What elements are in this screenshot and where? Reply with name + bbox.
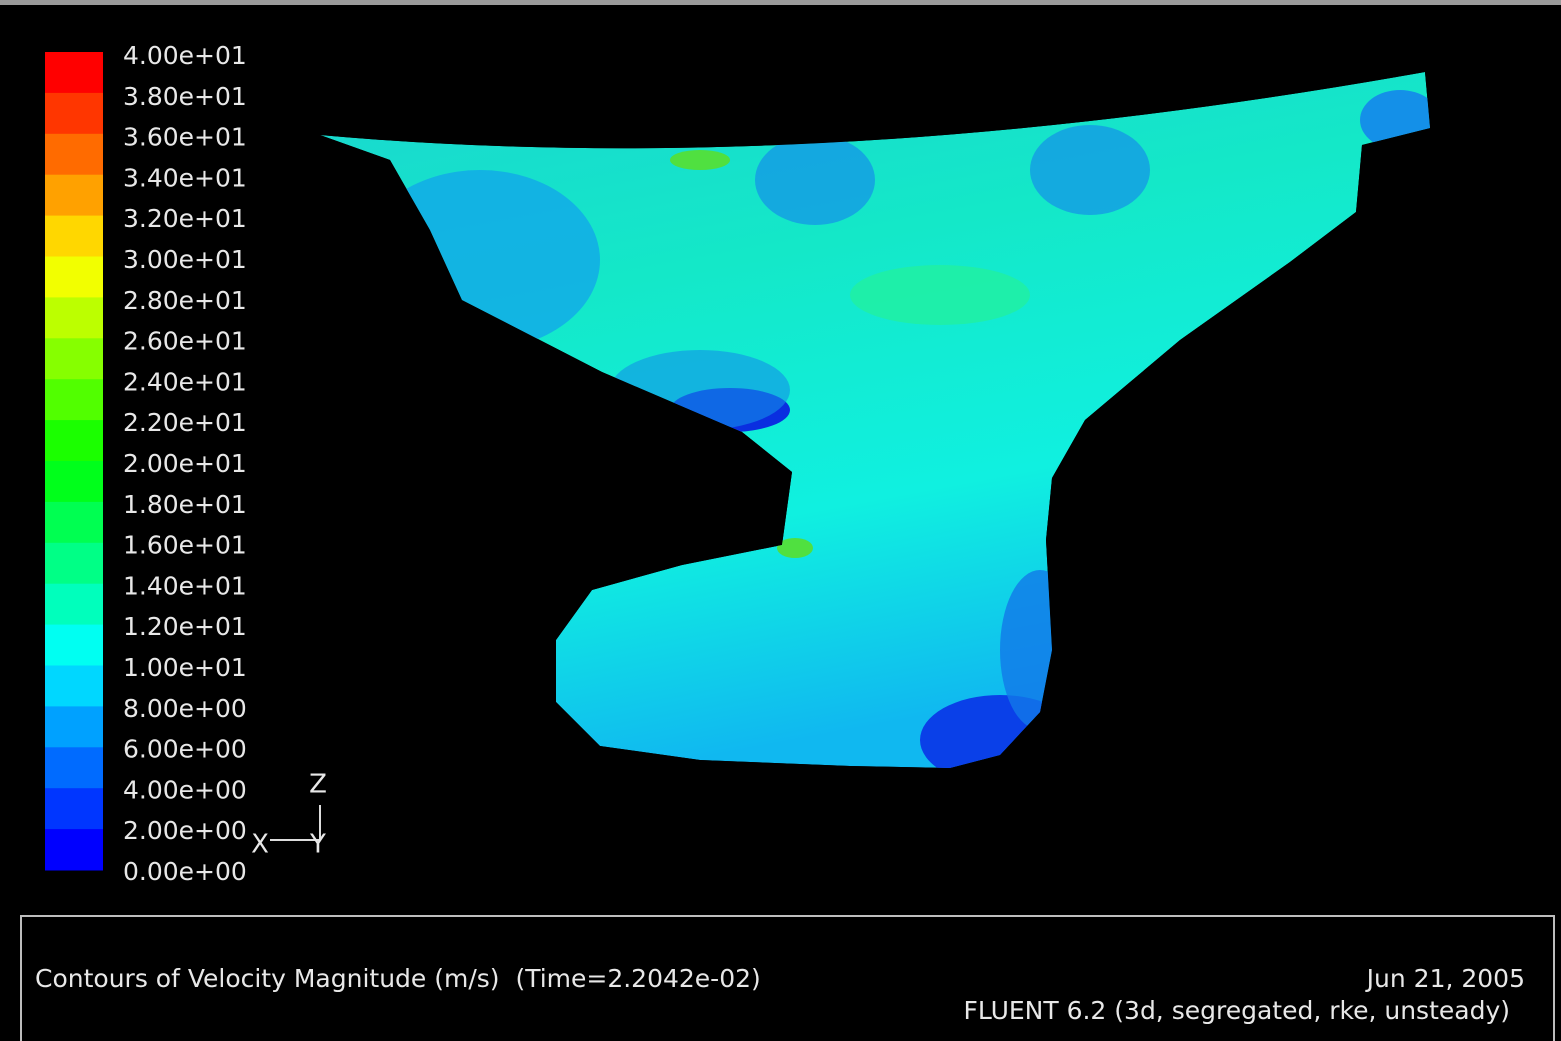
colorbar-label: 1.00e+01 bbox=[123, 653, 247, 682]
colorbar-label: 1.20e+01 bbox=[123, 612, 247, 641]
plot-title: Contours of Velocity Magnitude (m/s) (Ti… bbox=[35, 964, 761, 993]
colorbar-label: 2.40e+01 bbox=[123, 367, 247, 396]
colorbar-band bbox=[45, 420, 103, 461]
colorbar-label: 1.40e+01 bbox=[123, 571, 247, 600]
colorbar-band bbox=[45, 93, 103, 134]
colorbar-band bbox=[45, 257, 103, 298]
colorbar-band bbox=[45, 747, 103, 788]
colorbar-band bbox=[45, 829, 103, 870]
colorbar-label: 3.00e+01 bbox=[123, 245, 247, 274]
colorbar-band bbox=[45, 379, 103, 420]
colorbar-band bbox=[45, 666, 103, 707]
colorbar-band bbox=[45, 625, 103, 666]
colorbar-band bbox=[45, 584, 103, 625]
colorbar-label: 3.60e+01 bbox=[123, 123, 247, 152]
colorbar-band bbox=[45, 297, 103, 338]
colorbar-label: 4.00e+01 bbox=[123, 41, 247, 70]
colorbar-label: 8.00e+00 bbox=[123, 694, 247, 723]
colorbar-band bbox=[45, 502, 103, 543]
colorbar-band bbox=[45, 543, 103, 584]
colorbar-label: 2.00e+00 bbox=[123, 816, 247, 845]
colorbar-label: 1.80e+01 bbox=[123, 490, 247, 519]
axis-z: Z bbox=[309, 770, 327, 800]
colorbar-label: 3.20e+01 bbox=[123, 204, 247, 233]
axis-y: Y bbox=[309, 830, 326, 860]
colorbar-label: 2.20e+01 bbox=[123, 408, 247, 437]
colorbar-band bbox=[45, 134, 103, 175]
colorbar-label: 4.00e+00 bbox=[123, 775, 247, 804]
graphics-window: 4.00e+01 3.80e+01 3.60e+01 3.40e+01 3.20e+01… bbox=[0, 0, 1561, 1041]
window-border bbox=[0, 0, 1561, 5]
colorbar-label: 2.80e+01 bbox=[123, 286, 247, 315]
colorbar-label: 3.40e+01 bbox=[123, 163, 247, 192]
colorbar-band bbox=[45, 52, 103, 93]
axis-x: X bbox=[251, 830, 269, 860]
solver-info: FLUENT 6.2 (3d, segregated, rke, unstead… bbox=[964, 996, 1511, 1025]
page: {"colorbar": {"labels": ["4.00e+01", "3.… bbox=[0, 0, 1561, 1041]
colorbar-label: 3.80e+01 bbox=[123, 82, 247, 111]
colorbar-band bbox=[45, 216, 103, 257]
colorbar-band bbox=[45, 175, 103, 216]
colorbar-label: 0.00e+00 bbox=[123, 857, 247, 886]
colorbar-band bbox=[45, 461, 103, 502]
colorbar-label: 1.60e+01 bbox=[123, 531, 247, 560]
colorbar-band bbox=[45, 706, 103, 747]
contour-plot bbox=[320, 72, 1440, 785]
colorbar-label: 6.00e+00 bbox=[123, 735, 247, 764]
plot-date: Jun 21, 2005 bbox=[1365, 964, 1525, 993]
colorbar: 4.00e+01 3.80e+01 3.60e+01 3.40e+01 3.20e+01… bbox=[45, 41, 247, 886]
colorbar-band bbox=[45, 338, 103, 379]
colorbar-label: 2.60e+01 bbox=[123, 327, 247, 356]
colorbar-label: 2.00e+01 bbox=[123, 449, 247, 478]
colorbar-band bbox=[45, 788, 103, 829]
